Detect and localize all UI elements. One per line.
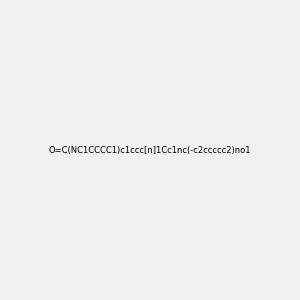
Text: O=C(NC1CCCC1)c1ccc[n]1Cc1nc(-c2ccccc2)no1: O=C(NC1CCCC1)c1ccc[n]1Cc1nc(-c2ccccc2)no… (49, 146, 251, 154)
